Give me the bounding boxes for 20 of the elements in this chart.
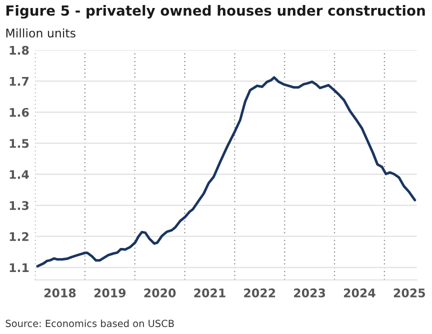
- y-axis-title: Million units: [6, 28, 76, 38]
- x-tick-label: 2019: [94, 288, 126, 298]
- y-tick-label: 1.7: [10, 77, 28, 86]
- x-tick-label: 2021: [194, 288, 226, 298]
- x-tick-label: 2024: [344, 288, 376, 298]
- x-tick-label: 2025: [394, 288, 425, 298]
- chart-title: Figure 5 - privately owned houses under construction: [6, 5, 425, 19]
- y-tick-label: 1.6: [10, 108, 29, 117]
- y-tick-label: 1.8: [10, 46, 29, 55]
- y-tick-label: 1.4: [10, 170, 29, 179]
- y-tick-label: 1.3: [10, 201, 28, 210]
- line-series: [36, 76, 416, 268]
- x-tick-label: 2020: [144, 288, 176, 298]
- y-tick-label: 1.5: [10, 139, 29, 148]
- source-note: Source: Economics based on USCB: [6, 320, 174, 328]
- x-tick-label: 2023: [294, 288, 326, 298]
- x-tick-label: 2022: [244, 288, 276, 298]
- x-tick-label: 2018: [44, 288, 76, 298]
- y-tick-label: 1.2: [10, 232, 28, 241]
- y-tick-label: 1.1: [10, 263, 29, 272]
